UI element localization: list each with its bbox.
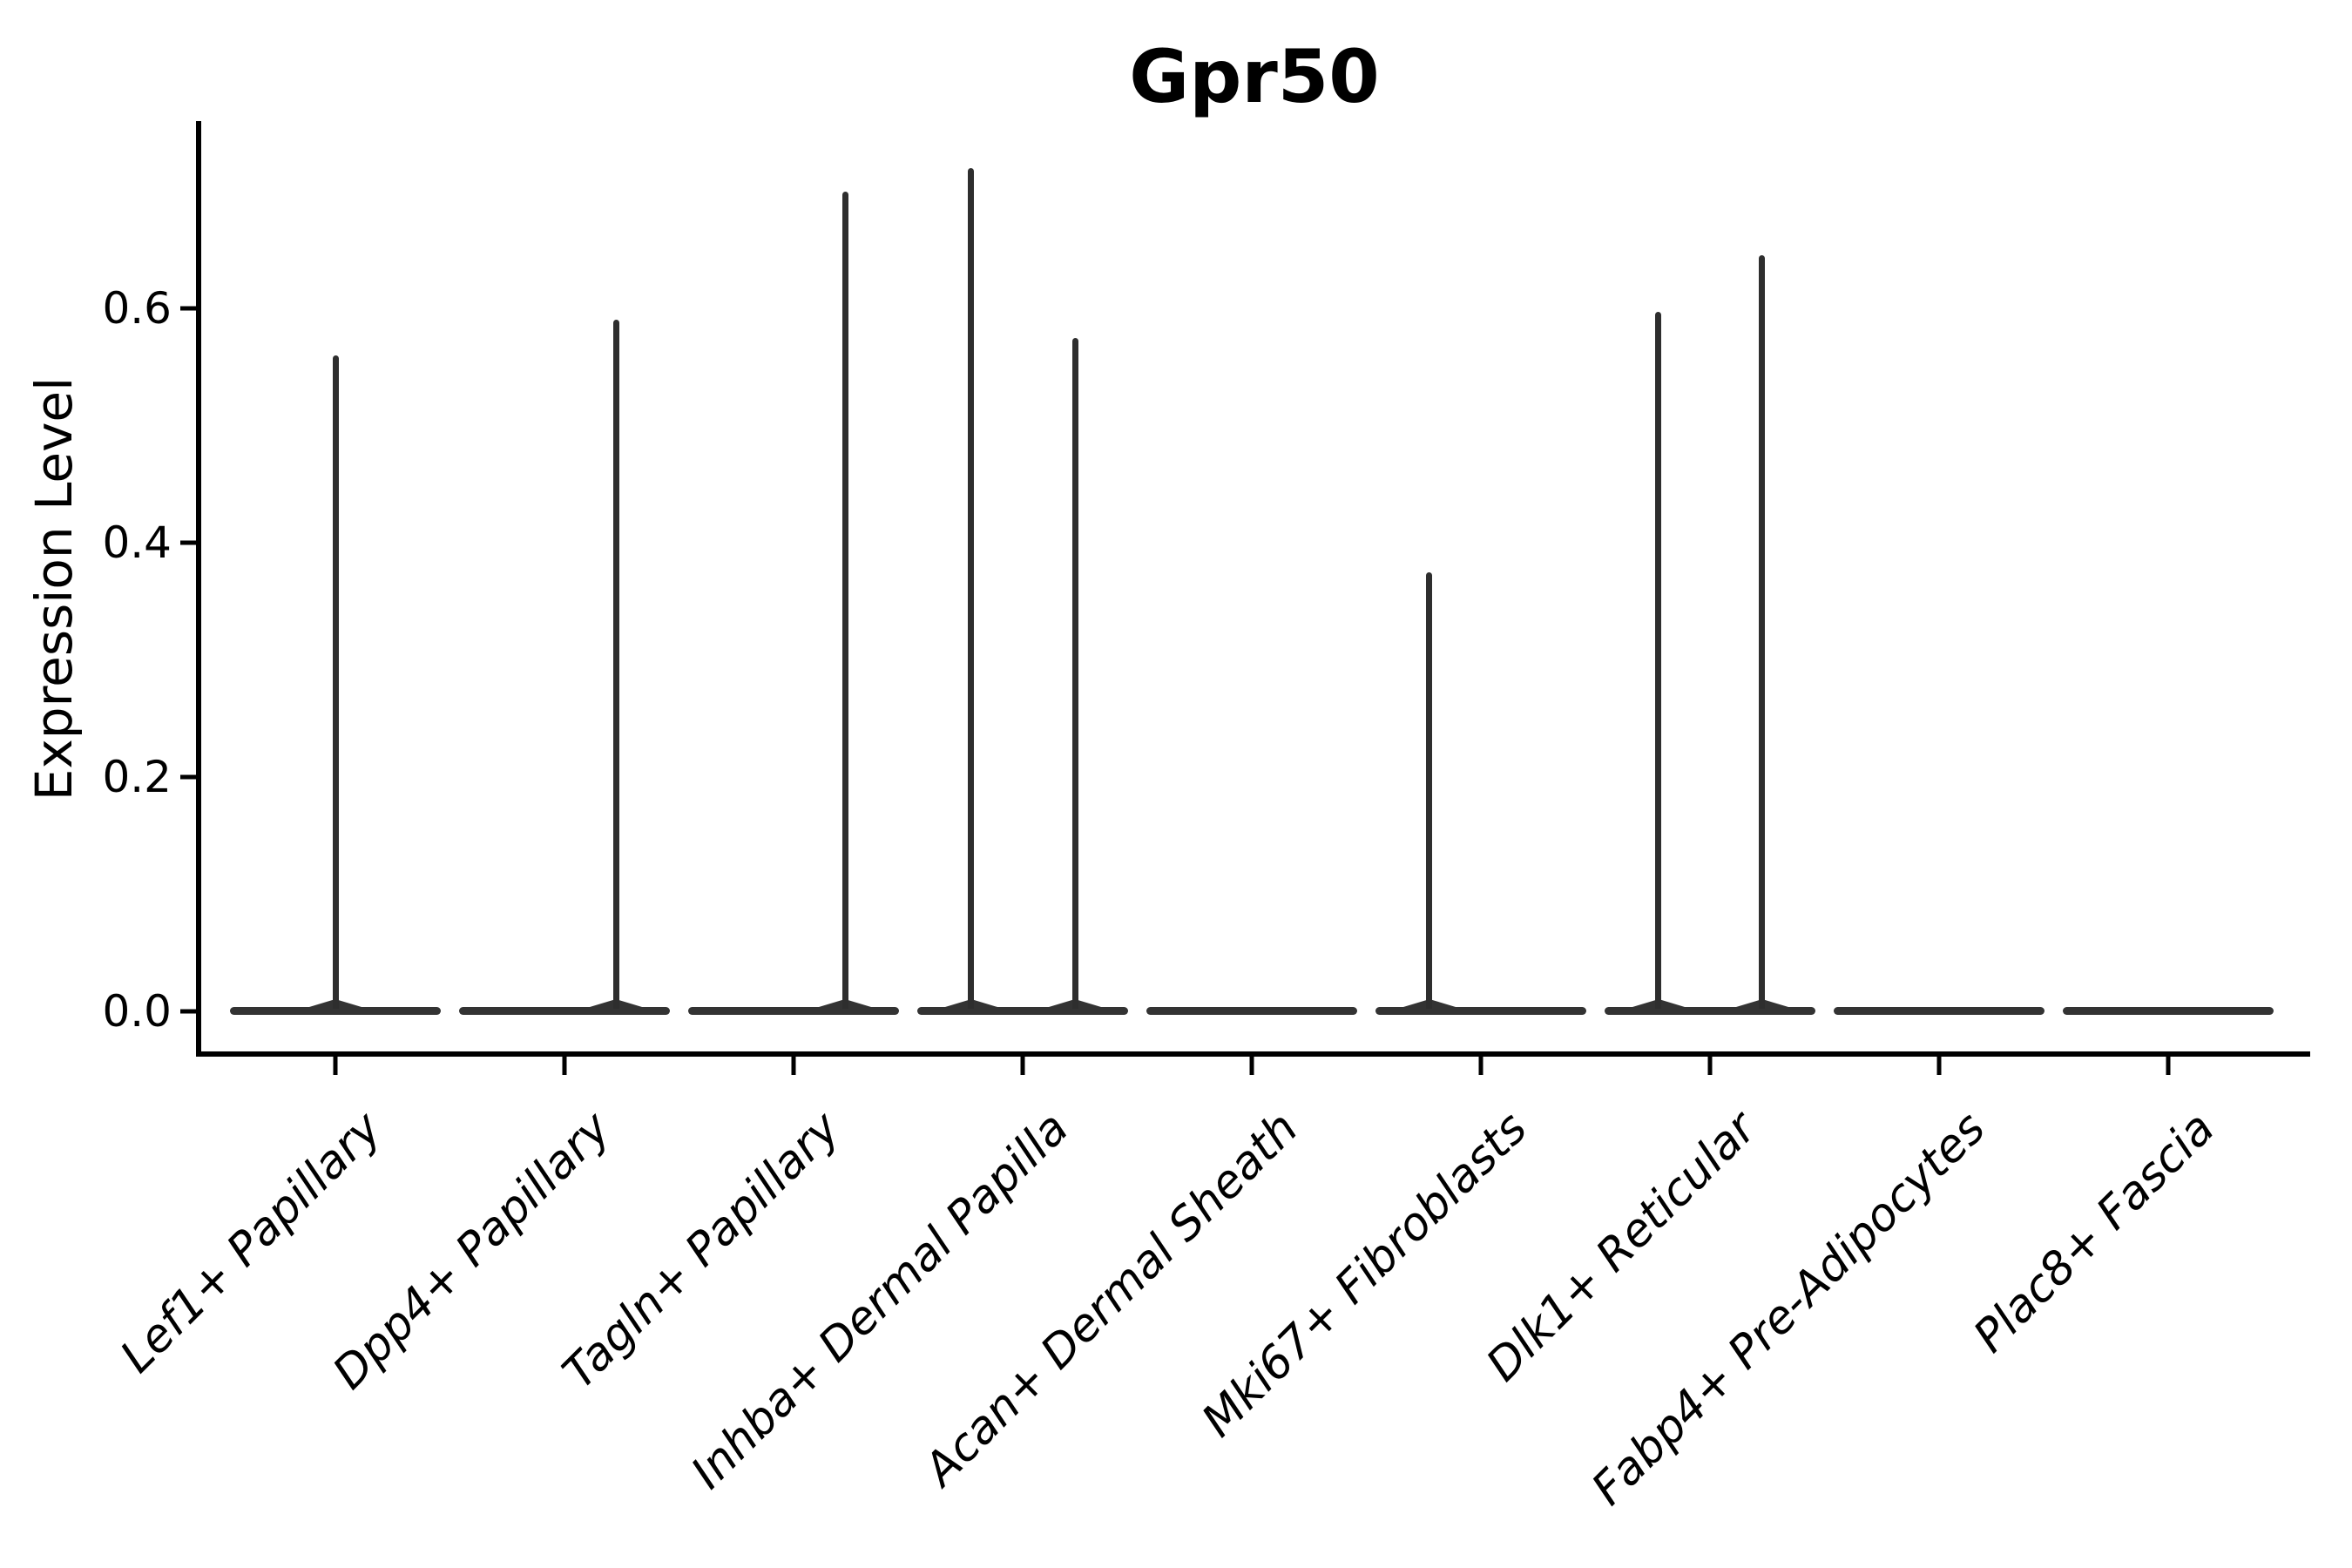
- x-tick-label: Acan+ Dermal Sheath: [914, 1102, 1308, 1497]
- y-tick: [180, 306, 196, 311]
- chart-title: Gpr50: [1129, 34, 1380, 119]
- x-tick: [1936, 1057, 1942, 1075]
- violin-base: [2063, 1007, 2274, 1015]
- violin-spike: [968, 167, 975, 1009]
- y-tick-label: 0.4: [102, 517, 172, 568]
- x-tick: [1707, 1057, 1713, 1075]
- y-tick-label: 0.6: [102, 283, 172, 334]
- y-tick-label: 0.0: [102, 986, 172, 1037]
- x-tick: [1478, 1057, 1484, 1075]
- violin-base: [459, 1007, 670, 1015]
- violin-base: [1605, 1007, 1815, 1015]
- y-axis-label: Expression Level: [24, 376, 84, 801]
- violin-base: [230, 1007, 441, 1015]
- violin-spike: [612, 320, 619, 1009]
- violin-spike: [332, 355, 339, 1009]
- violin-spike: [1426, 571, 1433, 1009]
- violin-spike: [1655, 312, 1662, 1009]
- y-tick: [180, 774, 196, 780]
- x-tick: [791, 1057, 796, 1075]
- violin-base: [1146, 1007, 1357, 1015]
- violin-base: [917, 1007, 1128, 1015]
- violin-spike: [1759, 255, 1766, 1009]
- violin-base: [1834, 1007, 2044, 1015]
- violin-spike: [1071, 337, 1078, 1009]
- y-tick: [180, 540, 196, 545]
- x-tick: [1249, 1057, 1254, 1075]
- violin-spike: [841, 191, 848, 1009]
- y-axis-spine: [196, 121, 201, 1057]
- x-axis-spine: [196, 1051, 2310, 1057]
- y-tick-label: 0.2: [102, 752, 172, 802]
- x-tick: [2166, 1057, 2171, 1075]
- violin-base: [1375, 1007, 1586, 1015]
- violin-base: [688, 1007, 899, 1015]
- x-tick-label: Inhba+ Dermal Papilla: [681, 1102, 1079, 1499]
- x-tick: [1020, 1057, 1025, 1075]
- x-tick-label: Plac8+ Fascia: [1963, 1102, 2225, 1363]
- y-tick: [180, 1009, 196, 1014]
- x-tick: [562, 1057, 567, 1075]
- x-tick: [333, 1057, 338, 1075]
- x-tick-label: Fabp4+ Pre-Adipocytes: [1582, 1102, 1996, 1516]
